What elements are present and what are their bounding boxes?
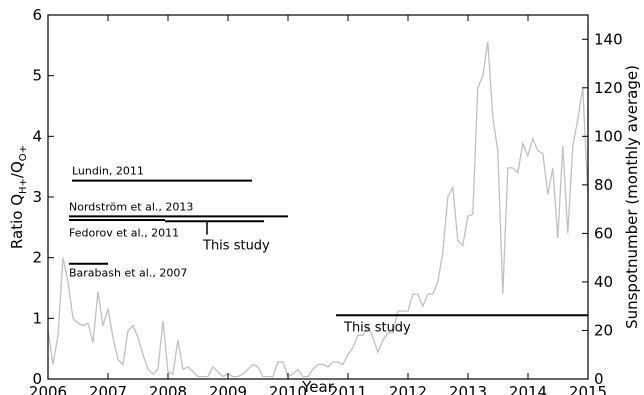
- sunspot-series-layer: [47, 24, 589, 378]
- y-right-tick-label-0: 0: [594, 370, 604, 388]
- y-left-tick-label-3: 3: [32, 188, 42, 206]
- x-axis-label: Year: [301, 378, 335, 395]
- y-right-ticks: 0 20 40 60 80 100 120 140: [582, 30, 623, 388]
- y-right-tick-label-5: 100: [594, 127, 623, 145]
- study-label-3: Fedorov et al., 2011: [69, 226, 179, 239]
- x-tick-label-5: 2011: [329, 383, 367, 395]
- x-tick-label-8: 2014: [509, 383, 547, 395]
- study-label-0: Lundin, 2011: [72, 165, 144, 178]
- x-tick-label-1: 2007: [89, 383, 127, 395]
- study-label-4: Barabash et al., 2007: [69, 267, 187, 280]
- study-label-5: This study: [202, 239, 270, 254]
- study-label-6: This study: [343, 320, 411, 335]
- x-tick-label-9: 2015: [569, 383, 607, 395]
- y-left-tick-label-6: 6: [32, 6, 42, 24]
- x-tick-label-3: 2009: [209, 383, 247, 395]
- x-tick-label-2: 2008: [149, 383, 187, 395]
- y-right-tick-label-3: 60: [594, 224, 613, 242]
- y-left-tick-label-2: 2: [32, 249, 42, 267]
- x-tick-label-4: 2010: [269, 383, 307, 395]
- x-tick-label-0: 2006: [29, 383, 67, 395]
- y-left-label-mid: /Q: [8, 161, 26, 178]
- x-tick-label-7: 2013: [449, 383, 487, 395]
- y-right-tick-label-1: 20: [594, 321, 613, 339]
- x-ticks: 2006 2007 2008 2009 2010 2011 2012 2013 2014 2015: [29, 15, 607, 395]
- y-right-tick-label-7: 140: [594, 30, 623, 48]
- y-left-ticks: 0 1 2 3 4 5 6: [32, 6, 54, 388]
- y-left-axis-label: Ratio QH+/QO+: [8, 145, 29, 249]
- sunspot-series-line: [47, 24, 589, 378]
- y-right-tick-label-6: 120: [594, 79, 623, 97]
- plot-area: [48, 15, 588, 379]
- y-right-tick-label-2: 40: [594, 273, 613, 291]
- y-left-tick-label-1: 1: [32, 309, 42, 327]
- y-left-label-sub1: H+: [18, 178, 29, 194]
- y-left-label-main: Ratio Q: [8, 194, 26, 249]
- y-left-label-sub2: O+: [18, 145, 29, 161]
- y-left-tick-label-0: 0: [32, 370, 42, 388]
- y-right-tick-label-4: 80: [594, 176, 613, 194]
- y-right-axis-label: Sunspotnumber (monthly average): [623, 65, 641, 329]
- y-left-tick-label-4: 4: [32, 127, 42, 145]
- study-segments-layer: Lundin, 2011 Nordström et al., 2013 Fedoro…: [69, 165, 588, 335]
- x-tick-label-6: 2012: [389, 383, 427, 395]
- study-label-1: Nordström et al., 2013: [69, 200, 193, 213]
- y-left-tick-label-5: 5: [32, 67, 42, 85]
